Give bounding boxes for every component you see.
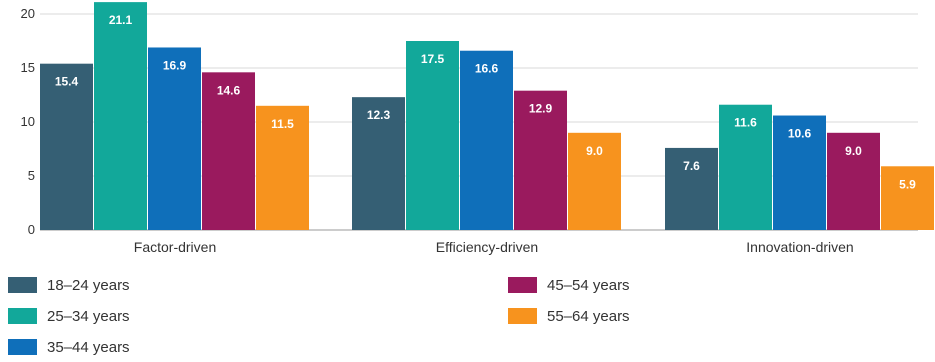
legend-swatch: [8, 339, 37, 355]
legend-label: 55–64 years: [547, 308, 630, 325]
data-label: 9.0: [586, 144, 603, 158]
y-axis-ticks: 0 5 10 15 20: [21, 6, 35, 237]
legend: 18–24 years 25–34 years 35–44 years 45–54 y…: [8, 277, 630, 356]
data-label: 16.9: [163, 58, 187, 72]
data-label: 12.3: [367, 108, 391, 122]
bar: [773, 115, 826, 230]
y-tick-label: 15: [21, 60, 35, 75]
legend-label: 35–44 years: [47, 339, 130, 356]
bar: [148, 47, 201, 231]
bar: [568, 132, 621, 230]
y-tick-label: 20: [21, 6, 35, 21]
legend-label: 25–34 years: [47, 308, 130, 325]
bar: [881, 166, 934, 230]
bar: [665, 147, 718, 230]
y-tick-label: 0: [28, 222, 35, 237]
bar: [719, 104, 772, 230]
x-category-label: Efficiency-driven: [436, 239, 538, 255]
data-label: 12.9: [529, 102, 553, 116]
bar: [827, 132, 880, 230]
bar: [514, 90, 567, 231]
data-label: 17.5: [421, 52, 445, 66]
legend-label: 18–24 years: [47, 277, 130, 294]
bar: [256, 105, 309, 230]
data-label: 11.6: [734, 116, 757, 130]
bars: [40, 2, 934, 231]
data-labels: 15.4 21.1 16.9 14.6 11.5 12.3 17.5 16.6 12.9 9.0 7…: [55, 13, 916, 191]
legend-swatch: [8, 308, 37, 324]
data-label: 11.5: [271, 117, 294, 131]
legend-swatch: [8, 277, 37, 293]
bar: [202, 72, 255, 230]
data-label: 5.9: [899, 177, 916, 191]
y-tick-label: 5: [28, 168, 35, 183]
x-category-label: Innovation-driven: [746, 239, 853, 255]
bar: [460, 50, 513, 230]
data-label: 21.1: [109, 13, 133, 27]
data-label: 9.0: [845, 144, 862, 158]
data-label: 14.6: [217, 83, 241, 97]
bar: [406, 41, 459, 230]
bar: [352, 97, 405, 230]
x-axis-categories: Factor-driven Efficiency-driven Innovation…: [134, 239, 854, 255]
data-label: 7.6: [683, 159, 700, 173]
x-category-label: Factor-driven: [134, 239, 216, 255]
bar: [40, 63, 93, 231]
legend-swatch: [508, 308, 537, 324]
data-label: 10.6: [788, 127, 812, 141]
data-label: 15.4: [55, 75, 79, 89]
legend-label: 45–54 years: [547, 277, 630, 294]
bar: [94, 2, 147, 231]
data-label: 16.6: [475, 62, 499, 76]
y-tick-label: 10: [21, 114, 35, 129]
legend-swatch: [508, 277, 537, 293]
